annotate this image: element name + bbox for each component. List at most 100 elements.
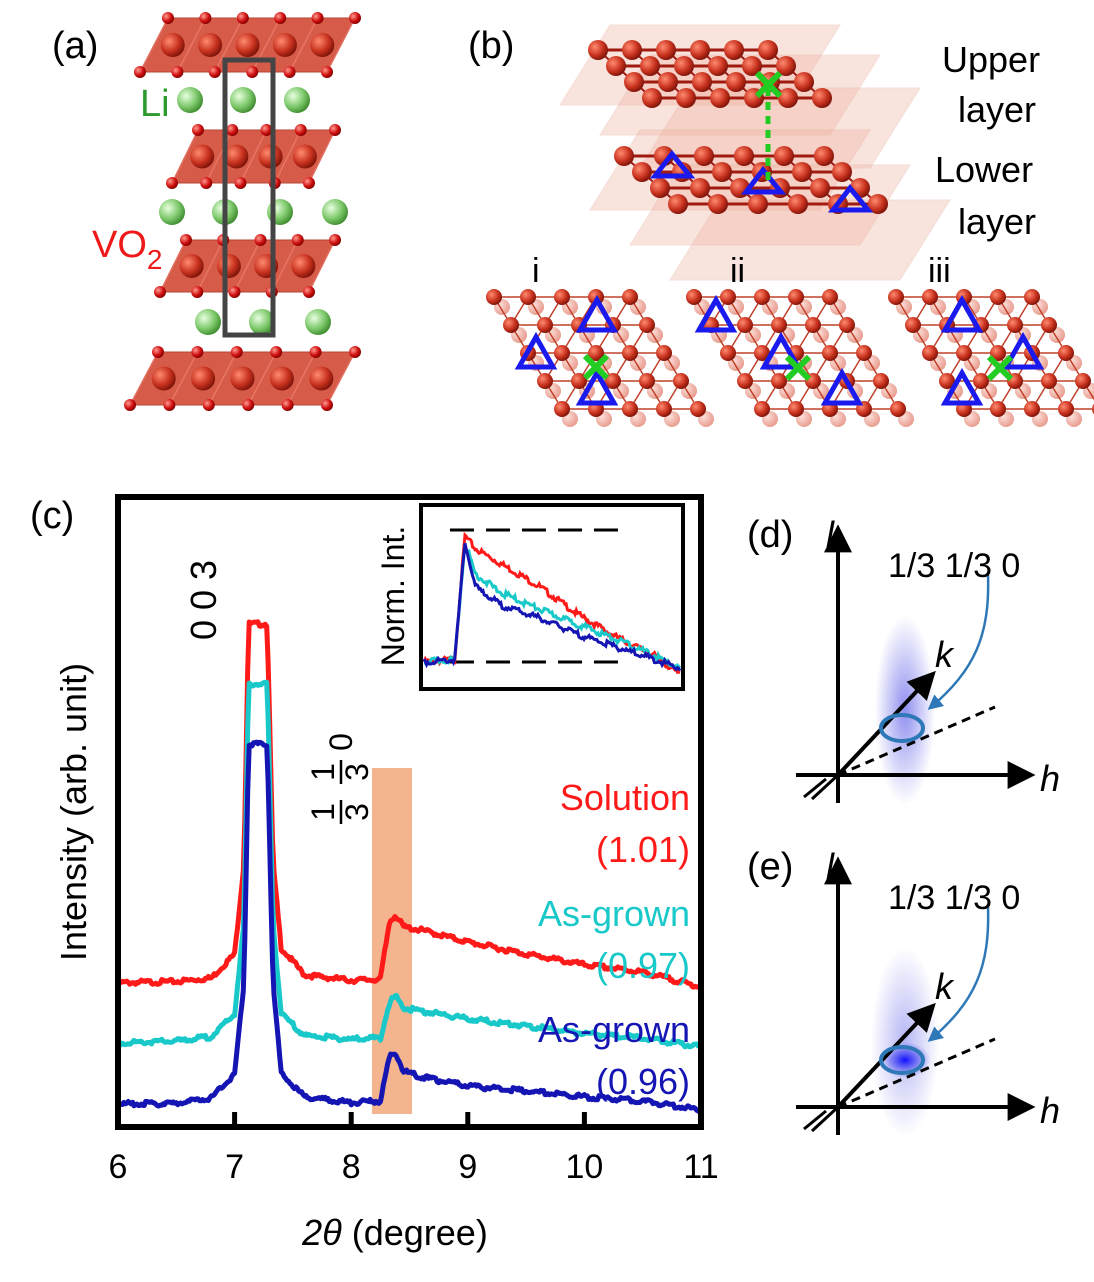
vanadium-atom (990, 289, 1006, 305)
diffuse-scattering (875, 615, 935, 805)
axis-l-label: l (826, 846, 835, 887)
vanadium-atom (639, 373, 655, 389)
peak-ellipse (879, 713, 925, 743)
vanadium-atom (742, 56, 762, 76)
dashed-direction (837, 705, 996, 777)
vanadium-atom (537, 317, 553, 333)
vanadium-atom (754, 345, 770, 361)
vanadium-atom (309, 366, 334, 391)
vanadium-atom (905, 317, 921, 333)
vanadium-atom (230, 366, 255, 391)
oxygen-atom (349, 12, 361, 24)
oxygen-atom (236, 12, 249, 24)
inset-series-line (422, 542, 682, 672)
oxygen-atom (200, 177, 213, 189)
unit-cell-box (222, 57, 276, 338)
inset-y-label: Norm. Int. (375, 526, 411, 666)
li-atom (284, 87, 310, 113)
vanadium-atom (778, 88, 798, 108)
vanadium-atom (890, 401, 906, 417)
oxygen-atom (321, 399, 333, 411)
vanadium-atom (588, 40, 608, 60)
oxygen-atom (260, 124, 273, 136)
oxygen-atom (246, 66, 259, 78)
oxygen-atom (291, 234, 304, 246)
oxygen-atom (163, 399, 176, 411)
vanadium-atom (694, 146, 714, 166)
axis-k (836, 1002, 936, 1109)
axis-k-label: k (935, 966, 955, 1007)
vanadium-atom (734, 146, 754, 166)
vanadium-atom (774, 146, 794, 166)
series-name-label: As-grown (538, 893, 690, 934)
vanadium-atom (922, 345, 938, 361)
vanadium-atom (624, 72, 644, 92)
lower-layer-label-1: Lower (935, 149, 1033, 190)
frac-den-3b: 3 (339, 763, 375, 781)
oxygen-atom (329, 124, 341, 136)
oxygen-atom (191, 286, 204, 298)
li-atom (322, 199, 348, 225)
li-label: Li (140, 83, 170, 125)
oxygen-atom (124, 399, 136, 411)
series-value-label: (1.01) (596, 829, 690, 870)
oxygen-atom (242, 399, 255, 411)
oxygen-atom (166, 177, 178, 189)
vanadium-atom (812, 88, 832, 108)
oxygen-atom (230, 346, 243, 358)
x-tick-label: 7 (225, 1148, 244, 1186)
oxygen-atom (294, 124, 307, 136)
vanadium-atom (822, 345, 838, 361)
vanadium-atom (650, 178, 670, 198)
series-line (118, 619, 701, 991)
vo2-layer (154, 234, 341, 298)
axis-k-label: k (935, 634, 955, 675)
x-tick-label: 10 (565, 1148, 603, 1186)
oxygen-atom (228, 286, 241, 298)
vanadium-atom (973, 373, 989, 389)
x-axis-label: 2θ (degree) (301, 1212, 488, 1253)
triangle-marker (575, 367, 619, 406)
vanadium-atom (1041, 317, 1057, 333)
vanadium-atom (708, 194, 728, 214)
oxygen-atom (281, 399, 294, 411)
sub-label-ii: ii (730, 252, 745, 290)
oxygen-atom (134, 66, 146, 78)
vo2-label: VO2 (92, 224, 162, 275)
vanadium-atom (622, 40, 642, 60)
oxygen-atom (303, 177, 315, 189)
li-atom (177, 87, 203, 113)
vanadium-atom (503, 317, 519, 333)
superlattice-highlight (372, 768, 412, 1114)
vanadium-atom (822, 289, 838, 305)
vanadium-atom (712, 162, 732, 182)
vanadium-atom (724, 40, 744, 60)
vanadium-atom (737, 317, 753, 333)
y-axis-label: Intensity (arb. unit) (53, 663, 94, 961)
panel-c: (c) 6 7 8 9 10 11 0 0 3 1 3 1 3 0 Intensity (… (30, 494, 719, 1253)
vanadium-atom (990, 401, 1006, 417)
vanadium-atom (291, 254, 316, 278)
lower-layer-label-2: layer (958, 201, 1036, 242)
oxygen-atom (192, 124, 204, 136)
oxygen-atom (270, 346, 283, 358)
li-atom (195, 309, 221, 335)
panel-e: (e) l k h 1/3 1/3 0 (747, 846, 1060, 1137)
vanadium-atom (720, 345, 736, 361)
triangle-marker (575, 294, 619, 333)
axis-h-label: h (1040, 758, 1060, 799)
vanadium-atom (956, 345, 972, 361)
vanadium-atom (754, 401, 770, 417)
x-tick-label: 11 (683, 1148, 718, 1186)
oxygen-atom (283, 66, 296, 78)
vanadium-atom (554, 401, 570, 417)
vanadium-atom (656, 40, 676, 60)
vanadium-atom (832, 162, 852, 182)
diffraction-curves (118, 619, 701, 1115)
vo2-layers (124, 12, 361, 411)
vanadium-atom (1075, 373, 1091, 389)
triangle-marker (514, 331, 558, 370)
vanadium-atom (639, 317, 655, 333)
panel-b-label: (b) (468, 25, 514, 67)
cross-marker (582, 353, 610, 381)
